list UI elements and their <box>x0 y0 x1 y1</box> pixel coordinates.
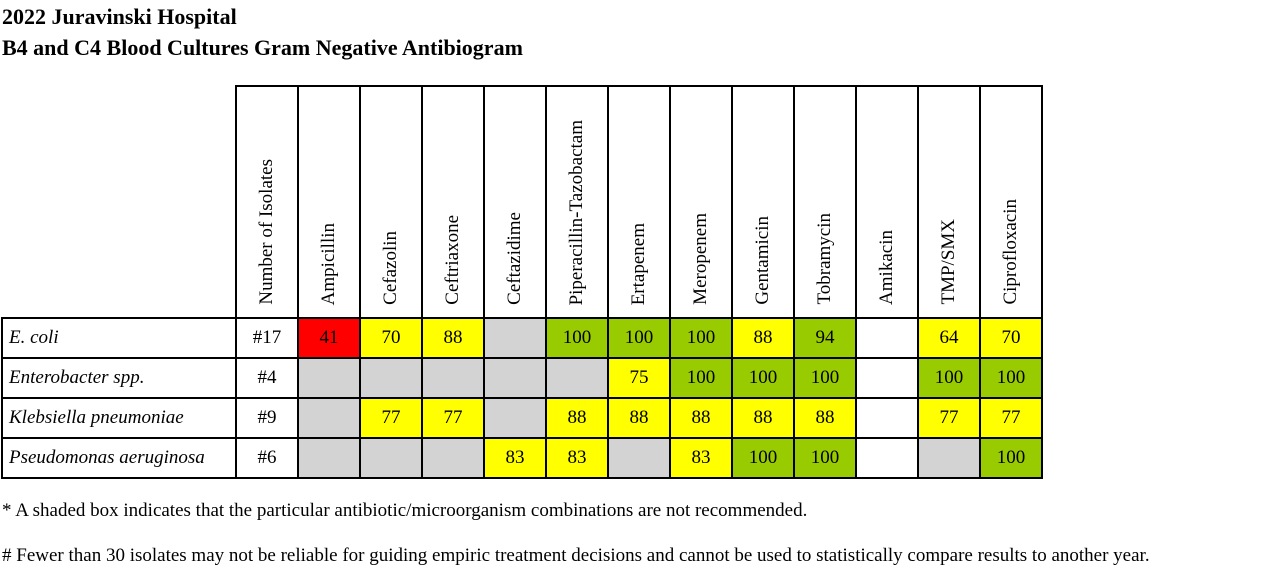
col-header-gentamicin: Gentamicin <box>731 85 795 319</box>
susceptibility-cell: 41 <box>297 317 361 359</box>
susceptibility-cell <box>483 317 547 359</box>
susceptibility-cell: 100 <box>793 357 857 399</box>
col-header-tmp-smx: TMP/SMX <box>917 85 981 319</box>
footnote-shading: * A shaded box indicates that the partic… <box>2 500 808 521</box>
table-row: Enterobacter spp. #4 75 100 100 100 100 … <box>1 357 1043 399</box>
susceptibility-cell: 88 <box>607 397 671 439</box>
susceptibility-cell <box>359 437 423 479</box>
susceptibility-cell <box>855 437 919 479</box>
col-header-isolates: Number of Isolates <box>235 85 299 319</box>
susceptibility-cell <box>917 437 981 479</box>
susceptibility-cell: 77 <box>917 397 981 439</box>
susceptibility-cell: 100 <box>731 357 795 399</box>
susceptibility-cell: 88 <box>731 397 795 439</box>
table-row: E. coli #17 41 70 88 100 100 100 88 94 6… <box>1 317 1043 359</box>
susceptibility-cell <box>297 437 361 479</box>
susceptibility-cell: 64 <box>917 317 981 359</box>
susceptibility-cell: 100 <box>545 317 609 359</box>
susceptibility-cell: 100 <box>669 357 733 399</box>
col-header-ceftriaxone: Ceftriaxone <box>421 85 485 319</box>
susceptibility-cell: 94 <box>793 317 857 359</box>
susceptibility-cell: 77 <box>979 397 1043 439</box>
susceptibility-cell <box>607 437 671 479</box>
page-subtitle: B4 and C4 Blood Cultures Gram Negative A… <box>2 35 523 60</box>
organism-name: Klebsiella pneumoniae <box>1 397 237 439</box>
col-header-cefazolin: Cefazolin <box>359 85 423 319</box>
susceptibility-cell: 70 <box>359 317 423 359</box>
table-row: Pseudomonas aeruginosa #6 83 83 83 100 1… <box>1 437 1043 479</box>
organism-name: Pseudomonas aeruginosa <box>1 437 237 479</box>
susceptibility-cell <box>297 397 361 439</box>
susceptibility-cell: 88 <box>793 397 857 439</box>
isolate-count: #6 <box>235 437 299 479</box>
susceptibility-cell <box>545 357 609 399</box>
susceptibility-cell: 100 <box>669 317 733 359</box>
susceptibility-cell: 100 <box>607 317 671 359</box>
susceptibility-cell: 77 <box>421 397 485 439</box>
susceptibility-cell: 75 <box>607 357 671 399</box>
table-row: Klebsiella pneumoniae #9 77 77 88 88 88 … <box>1 397 1043 439</box>
susceptibility-cell: 100 <box>793 437 857 479</box>
col-header-ertapenem: Ertapenem <box>607 85 671 319</box>
susceptibility-cell: 70 <box>979 317 1043 359</box>
susceptibility-cell: 88 <box>545 397 609 439</box>
susceptibility-cell: 88 <box>731 317 795 359</box>
organism-name: Enterobacter spp. <box>1 357 237 399</box>
susceptibility-cell <box>483 357 547 399</box>
isolate-count: #9 <box>235 397 299 439</box>
col-header-pip-tazo: Piperacillin-Tazobactam <box>545 85 609 319</box>
susceptibility-cell <box>855 397 919 439</box>
susceptibility-cell <box>421 437 485 479</box>
susceptibility-cell <box>855 357 919 399</box>
susceptibility-cell <box>855 317 919 359</box>
susceptibility-cell: 100 <box>979 357 1043 399</box>
header-corner <box>2 86 237 319</box>
susceptibility-cell: 88 <box>421 317 485 359</box>
header-row: Number of Isolates Ampicillin Cefazolin … <box>2 85 1043 319</box>
susceptibility-cell: 100 <box>731 437 795 479</box>
col-header-amikacin: Amikacin <box>855 85 919 319</box>
footnote-isolates: # Fewer than 30 isolates may not be reli… <box>2 545 1150 566</box>
susceptibility-cell <box>359 357 423 399</box>
susceptibility-cell <box>483 397 547 439</box>
organism-name: E. coli <box>1 317 237 359</box>
susceptibility-cell: 88 <box>669 397 733 439</box>
col-header-tobramycin: Tobramycin <box>793 85 857 319</box>
page-title: 2022 Juravinski Hospital <box>2 4 237 29</box>
susceptibility-cell: 83 <box>669 437 733 479</box>
susceptibility-cell: 100 <box>979 437 1043 479</box>
susceptibility-cell: 83 <box>545 437 609 479</box>
col-header-meropenem: Meropenem <box>669 85 733 319</box>
susceptibility-cell <box>297 357 361 399</box>
isolate-count: #4 <box>235 357 299 399</box>
isolate-count: #17 <box>235 317 299 359</box>
susceptibility-cell: 100 <box>917 357 981 399</box>
col-header-ampicillin: Ampicillin <box>297 85 361 319</box>
antibiogram-table: Number of Isolates Ampicillin Cefazolin … <box>1 85 1043 479</box>
col-header-ceftazidime: Ceftazidime <box>483 85 547 319</box>
susceptibility-cell: 83 <box>483 437 547 479</box>
col-header-ciprofloxacin: Ciprofloxacin <box>979 85 1043 319</box>
susceptibility-cell: 77 <box>359 397 423 439</box>
susceptibility-cell <box>421 357 485 399</box>
